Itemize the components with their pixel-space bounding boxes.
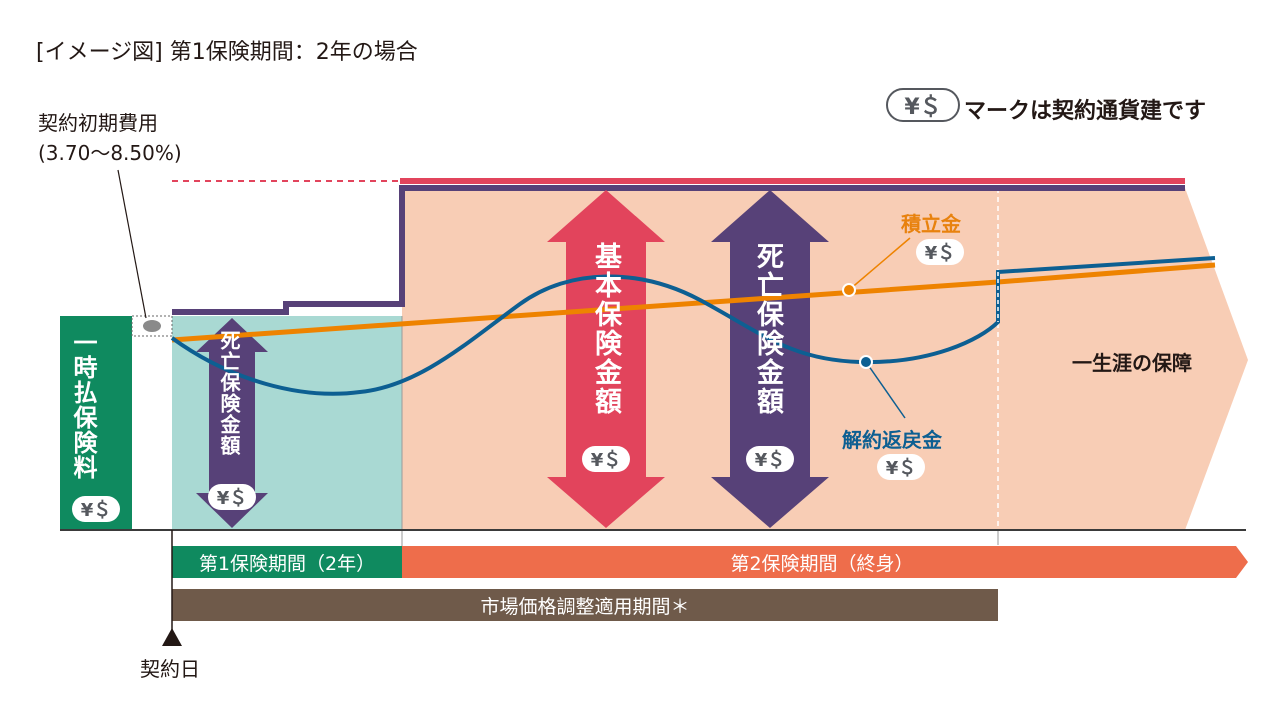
contract-date-triangle-icon (162, 628, 182, 646)
death-benefit-period1-badge: ¥＄ (208, 484, 256, 510)
period2-bar (402, 546, 1248, 578)
death-benefit-line (172, 185, 1185, 315)
initial-fee-coin-icon (143, 320, 161, 332)
surrender-value-curve (170, 256, 1216, 396)
reserve-leader-line (848, 237, 911, 291)
death-benefit-period1-label: 死亡保険金額 (217, 330, 241, 456)
basic-sum-badge: ¥＄ (582, 446, 630, 472)
currency-legend-text: マークは契約通貨建です (964, 99, 1207, 124)
reserve-dot (842, 283, 856, 297)
page-title: [イメージ図] 第1保険期間：2年の場合 (36, 40, 418, 65)
basic-sum-arrow (547, 190, 665, 528)
initial-fee-title: 契約初期費用 (38, 111, 158, 135)
lump-premium-box (60, 316, 132, 530)
period1-bar (172, 546, 402, 578)
surrender-dot (859, 355, 873, 369)
initial-fee-label: 契約初期費用 (3.70〜8.50%) (38, 108, 182, 168)
contract-date-label: 契約日 (140, 657, 200, 681)
mva-period-label: 市場価格調整適用期間＊ (480, 595, 690, 618)
surrender-value-label: 解約返戻金 (842, 428, 942, 452)
basic-sum-label: 基本保険金額 (590, 242, 621, 416)
reserve-badge: ¥＄ (916, 239, 964, 265)
death-benefit-period2-label: 死亡保険金額 (752, 242, 783, 416)
surrender-value-badge: ¥＄ (877, 454, 925, 480)
mva-bar (172, 589, 998, 621)
death-benefit-arrow-period1 (196, 318, 268, 528)
surrender-leader-line (865, 361, 906, 419)
currency-legend-badge: ¥＄ (886, 88, 960, 122)
initial-fee-pointer (117, 169, 147, 319)
reserve-label: 積立金 (901, 212, 961, 236)
initial-fee-rate: (3.70〜8.50%) (38, 141, 182, 165)
period2-label: 第2保険期間（終身） (730, 552, 914, 575)
lifetime-coverage-label: 一生涯の保障 (1072, 351, 1192, 375)
period1-label: 第1保険期間（2年） (198, 552, 376, 575)
lump-premium-label: 一時払保険料 (69, 330, 97, 480)
death-benefit-arrow-period2 (711, 190, 829, 528)
death-benefit-period2-badge: ¥＄ (746, 446, 794, 472)
lump-premium-badge: ¥＄ (72, 496, 120, 522)
